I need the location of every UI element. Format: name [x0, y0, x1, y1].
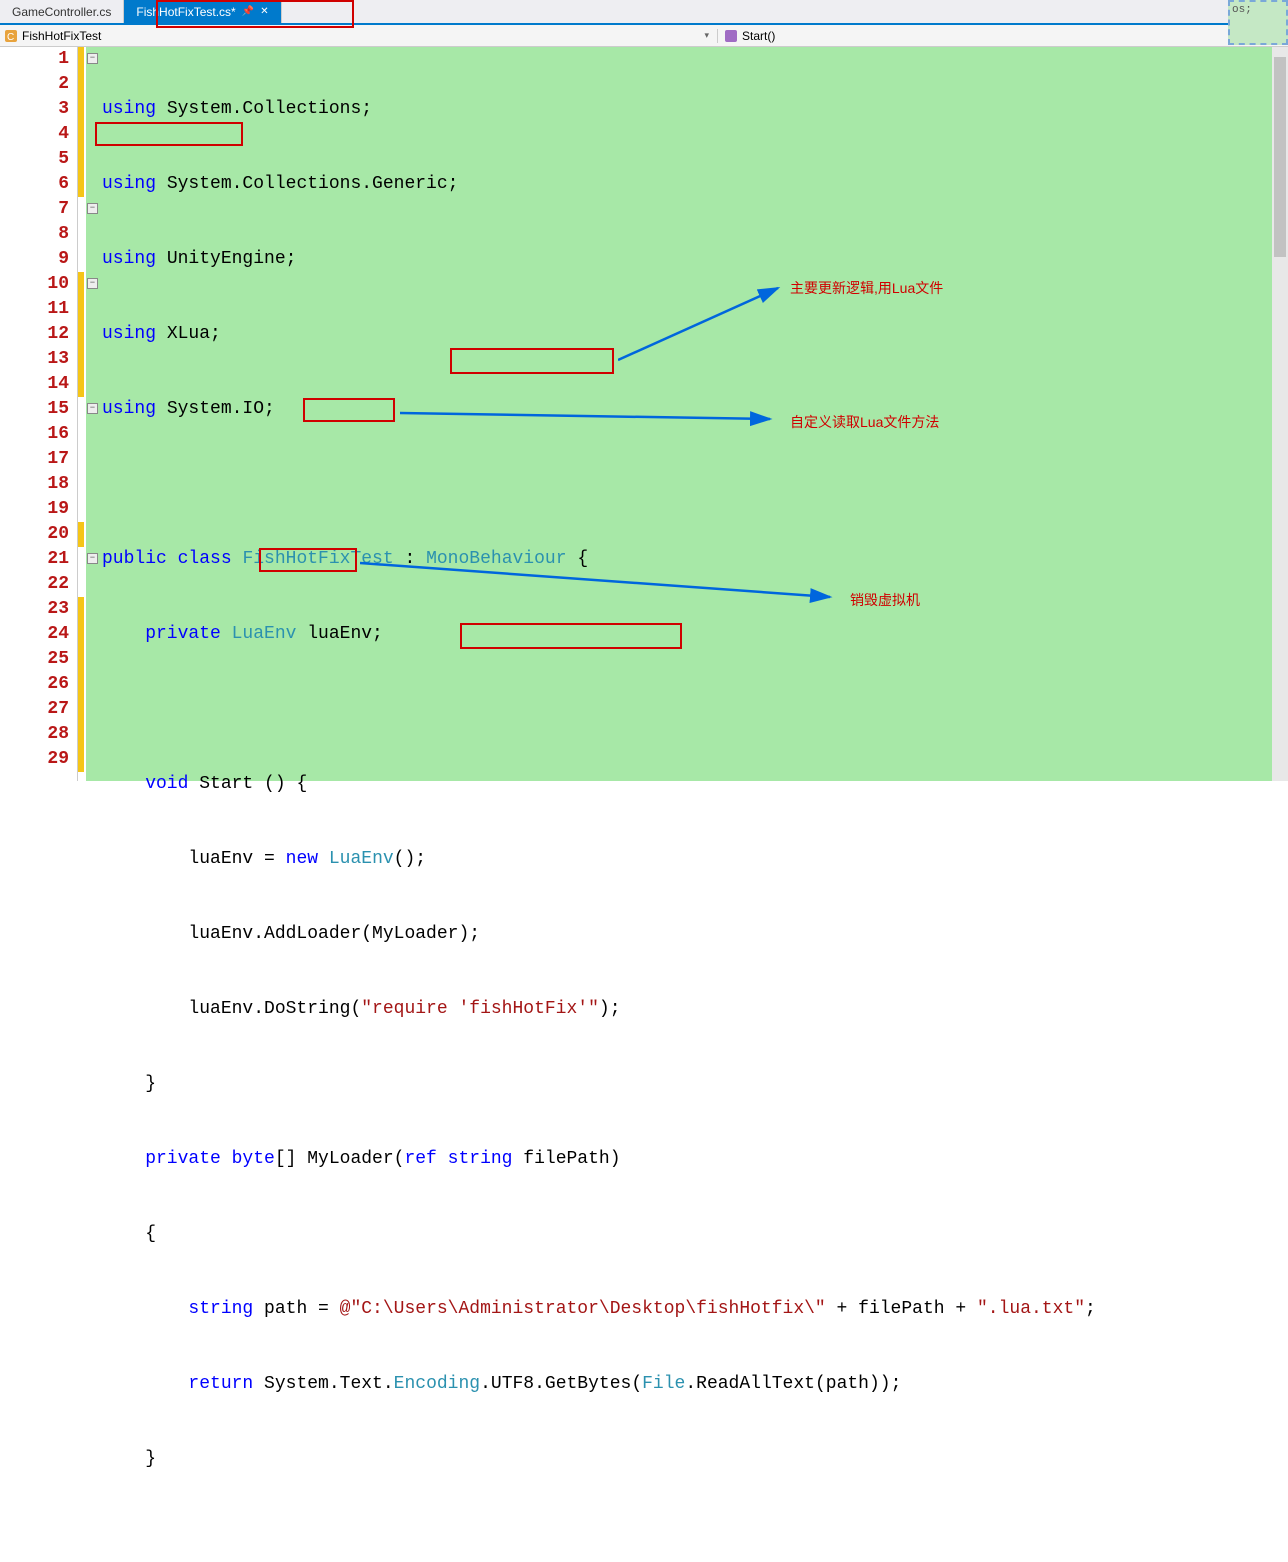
svg-text:C: C — [7, 32, 14, 43]
change-marker — [78, 272, 84, 397]
line-number: 18 — [0, 472, 69, 497]
tab-fishhotfixtest[interactable]: FishHotFixTest.cs* 📌 ✕ — [124, 0, 281, 23]
line-number: 16 — [0, 422, 69, 447]
line-number: 7 — [0, 197, 69, 222]
tab-label: GameController.cs — [12, 5, 111, 19]
line-number: 22 — [0, 572, 69, 597]
code-editor[interactable]: 1 2 3 4 5 6 7 8 9 10 11 12 13 14 15 16 1… — [0, 47, 1288, 781]
line-number: 24 — [0, 622, 69, 647]
line-number: 3 — [0, 97, 69, 122]
line-number: 11 — [0, 297, 69, 322]
line-number-gutter: 1 2 3 4 5 6 7 8 9 10 11 12 13 14 15 16 1… — [0, 47, 78, 781]
fold-toggle[interactable]: − — [87, 53, 98, 64]
line-number: 25 — [0, 647, 69, 672]
line-number: 27 — [0, 697, 69, 722]
tab-bar: GameController.cs FishHotFixTest.cs* 📌 ✕ — [0, 0, 1288, 25]
scroll-thumb[interactable] — [1274, 57, 1286, 257]
fold-toggle[interactable]: − — [87, 553, 98, 564]
line-number: 5 — [0, 147, 69, 172]
line-number: 14 — [0, 372, 69, 397]
line-number: 28 — [0, 722, 69, 747]
collapsed-region: os; — [1228, 0, 1288, 45]
code-content[interactable]: using System.Collections; using System.C… — [100, 47, 1288, 781]
close-icon[interactable]: ✕ — [260, 6, 268, 17]
line-number: 17 — [0, 447, 69, 472]
line-number: 4 — [0, 122, 69, 147]
breadcrumb-class-dropdown[interactable]: C FishHotFixTest ▾ — [0, 29, 718, 43]
breadcrumb-method: Start() — [742, 29, 775, 43]
breadcrumb-method-dropdown[interactable]: Start() ▾ — [718, 29, 1288, 43]
change-marker — [78, 47, 84, 197]
line-number: 6 — [0, 172, 69, 197]
line-number: 29 — [0, 747, 69, 772]
line-number: 15 — [0, 397, 69, 422]
change-marker — [78, 597, 84, 722]
fold-toggle[interactable]: − — [87, 403, 98, 414]
pin-icon[interactable]: 📌 — [242, 6, 254, 17]
line-number: 21 — [0, 547, 69, 572]
fold-toggle[interactable]: − — [87, 203, 98, 214]
line-number: 23 — [0, 597, 69, 622]
breadcrumb-bar: C FishHotFixTest ▾ Start() ▾ — [0, 25, 1288, 47]
annotation-text: 销毁虚拟机 — [850, 590, 920, 610]
marker-strip — [78, 47, 86, 781]
change-marker — [78, 522, 84, 547]
fold-strip: − − − − − — [86, 47, 100, 781]
change-marker — [78, 722, 84, 772]
breadcrumb-class: FishHotFixTest — [22, 29, 101, 43]
annotation-text: 主要更新逻辑,用Lua文件 — [790, 278, 943, 298]
tab-label: FishHotFixTest.cs* — [136, 5, 235, 19]
chevron-down-icon: ▾ — [704, 30, 709, 41]
line-number: 13 — [0, 347, 69, 372]
line-number: 8 — [0, 222, 69, 247]
vertical-scrollbar[interactable] — [1272, 47, 1288, 781]
line-number: 1 — [0, 47, 69, 72]
line-number: 2 — [0, 72, 69, 97]
line-number: 10 — [0, 272, 69, 297]
annotation-text: 自定义读取Lua文件方法 — [790, 412, 939, 432]
line-number: 12 — [0, 322, 69, 347]
tab-gamecontroller[interactable]: GameController.cs — [0, 0, 124, 23]
method-icon — [724, 29, 738, 43]
class-icon: C — [4, 29, 18, 43]
line-number: 19 — [0, 497, 69, 522]
line-number: 26 — [0, 672, 69, 697]
line-number: 9 — [0, 247, 69, 272]
line-number: 20 — [0, 522, 69, 547]
fold-toggle[interactable]: − — [87, 278, 98, 289]
